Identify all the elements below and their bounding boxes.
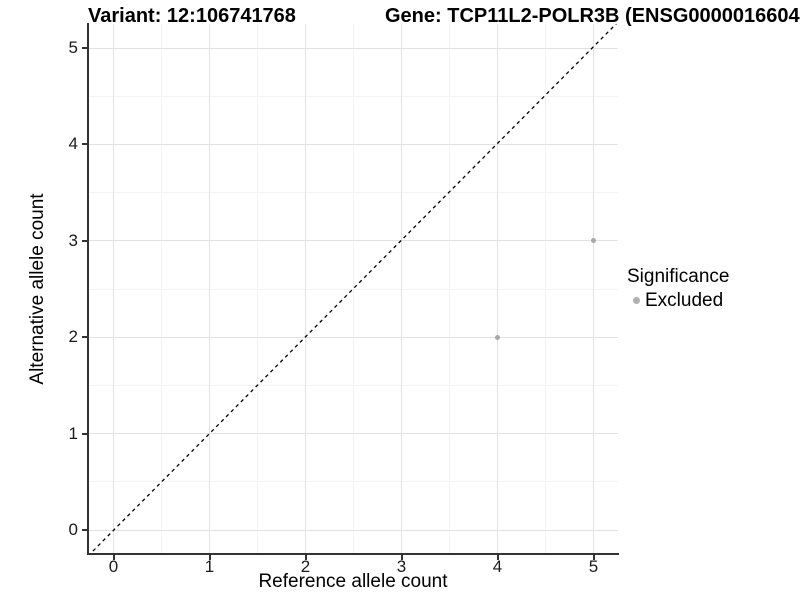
y-tick-mark (82, 143, 87, 146)
x-tick-mark (496, 555, 499, 560)
y-gridline-major (88, 47, 618, 49)
x-tick-label: 2 (300, 557, 311, 576)
plot-panel (88, 24, 618, 554)
x-tick-mark (400, 555, 403, 560)
y-gridline-major (88, 143, 618, 145)
plot-title-variant: Variant: 12:106741768 (88, 5, 296, 27)
x-gridline-major (593, 24, 594, 554)
x-tick-label: 3 (396, 557, 407, 576)
y-gridline-major (88, 336, 618, 338)
x-gridline-major (497, 24, 498, 554)
legend: Significance Excluded (627, 265, 729, 312)
y-axis-line (87, 23, 89, 555)
plot-title-gene: Gene: TCP11L2-POLR3B (ENSG00000166046) (385, 5, 800, 27)
x-axis-title: Reference allele count (258, 571, 448, 592)
legend-title: Significance (627, 266, 730, 287)
x-tick-label: 0 (108, 557, 119, 576)
y-gridline-major (88, 240, 618, 242)
x-gridline-major (113, 24, 114, 554)
x-gridline-major (401, 24, 402, 554)
y-gridline-minor (88, 288, 618, 290)
x-tick-mark (592, 555, 595, 560)
x-gridline-major (305, 24, 306, 554)
legend-entry-label: Excluded (645, 290, 724, 311)
y-gridline-minor (88, 95, 618, 97)
y-gridline-minor (88, 384, 618, 386)
y-tick-label: 0 (68, 520, 78, 539)
x-axis-line (87, 553, 619, 555)
y-tick-label: 5 (68, 38, 78, 57)
y-gridline-major (88, 433, 618, 435)
identity-reference-line (89, 24, 617, 554)
x-tick-label: 5 (588, 557, 599, 576)
y-tick-mark (82, 336, 87, 339)
x-tick-mark (208, 555, 211, 560)
data-point (495, 334, 500, 340)
x-tick-mark (304, 555, 307, 560)
x-tick-label: 1 (204, 557, 215, 576)
y-tick-label: 4 (68, 134, 78, 154)
y-gridline-major (88, 529, 618, 531)
y-tick-label: 1 (68, 423, 78, 443)
x-tick-mark (112, 555, 115, 560)
x-gridline-major (209, 24, 210, 554)
data-point (591, 238, 596, 244)
y-gridline-minor (88, 481, 618, 483)
y-gridline-minor (88, 192, 618, 194)
y-tick-mark (82, 529, 87, 531)
y-tick-label: 3 (68, 230, 78, 250)
y-tick-label: 2 (68, 327, 78, 347)
legend-key-dot-icon (633, 297, 640, 304)
y-tick-mark (82, 47, 87, 49)
x-tick-label: 4 (492, 557, 503, 576)
y-tick-mark (82, 432, 87, 435)
legend-entry-excluded: Excluded (627, 289, 729, 312)
y-axis-title: Alternative allele count (27, 193, 48, 385)
y-tick-mark (82, 239, 87, 242)
